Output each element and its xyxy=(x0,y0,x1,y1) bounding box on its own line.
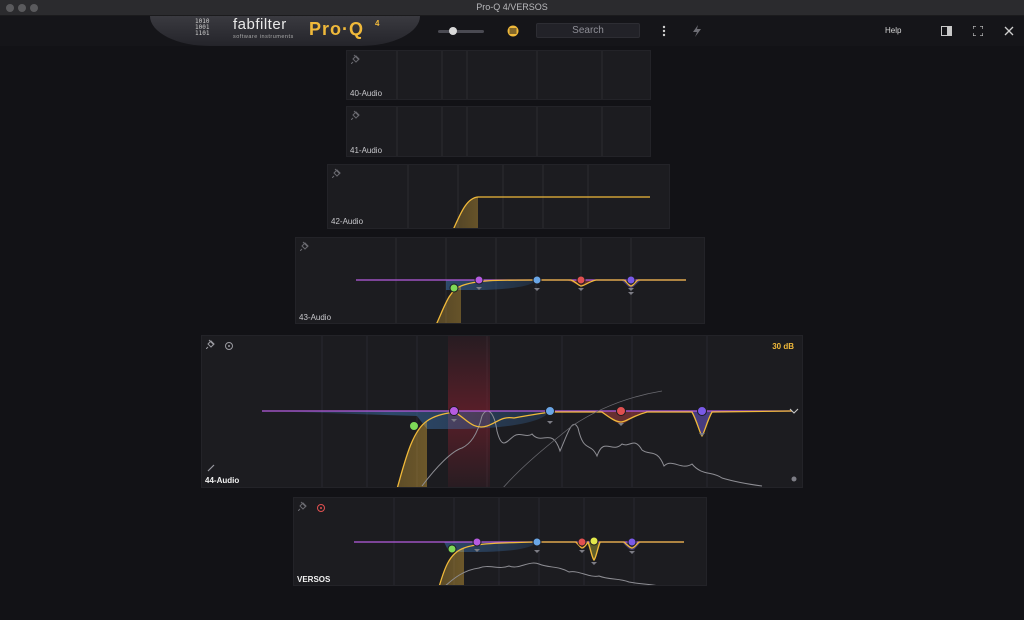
zoom-window-icon[interactable] xyxy=(30,4,38,12)
pin-icon[interactable] xyxy=(351,110,361,120)
eq-curve-display xyxy=(207,336,799,487)
title-bar: Pro-Q 4/VERSOS xyxy=(0,0,1024,16)
eq-panel-versos[interactable]: VERSOS xyxy=(293,497,707,586)
eq-panel-43[interactable]: 43-Audio xyxy=(295,237,705,324)
search-field[interactable]: Search xyxy=(536,23,640,38)
track-label: 40-Audio xyxy=(350,89,383,98)
eq-curve-display xyxy=(407,165,650,228)
help-button[interactable]: Help xyxy=(885,26,902,35)
output-slider-knob[interactable] xyxy=(449,27,457,35)
chevron-down-icon xyxy=(789,408,799,414)
track-label: 41-Audio xyxy=(350,146,383,155)
close-window-icon[interactable] xyxy=(6,4,14,12)
product-name[interactable]: Pro·Q xyxy=(309,19,365,39)
fullscreen-icon[interactable] xyxy=(973,26,983,36)
spectrum-grid xyxy=(396,51,603,99)
brand-bits-logo: 1010 1001 1101 xyxy=(195,18,210,37)
display-range-label[interactable]: 30 dB xyxy=(772,342,794,351)
compare-icon[interactable] xyxy=(224,341,234,351)
brand-subtitle: software instruments xyxy=(233,34,294,40)
track-label: 42-Audio xyxy=(331,217,364,226)
eq-panel-41[interactable]: 41-Audio xyxy=(346,106,651,157)
eq-panel-44[interactable]: 30 dB 44-Audio xyxy=(201,335,803,488)
output-slider-track[interactable] xyxy=(438,30,484,33)
spectrum-grid xyxy=(396,107,603,156)
track-label: 43-Audio xyxy=(299,313,332,322)
compare-icon[interactable] xyxy=(316,503,326,513)
pin-icon[interactable] xyxy=(332,168,342,178)
scroll-knob-icon xyxy=(791,476,797,482)
menu-circle-icon[interactable] xyxy=(507,25,519,37)
lightning-icon[interactable] xyxy=(692,25,702,37)
pin-icon[interactable] xyxy=(206,339,216,349)
edit-icon xyxy=(207,464,215,472)
minimize-window-icon[interactable] xyxy=(18,4,26,12)
eq-panel-42[interactable]: 42-Audio xyxy=(327,164,670,229)
eq-panel-40[interactable]: 40-Audio xyxy=(346,50,651,100)
sidebar-icon[interactable] xyxy=(941,26,952,36)
close-icon[interactable] xyxy=(1004,26,1014,36)
more-vertical-icon[interactable] xyxy=(661,25,667,37)
product-version: 4 xyxy=(375,19,380,28)
eq-curve-display xyxy=(354,498,684,585)
pin-icon[interactable] xyxy=(298,501,308,511)
eq-curve-display xyxy=(356,238,686,323)
window-title: Pro-Q 4/VERSOS xyxy=(476,2,548,12)
track-label: 44-Audio xyxy=(205,476,240,485)
logo-badge xyxy=(150,16,420,46)
pin-icon[interactable] xyxy=(300,241,310,251)
pin-icon[interactable] xyxy=(351,54,361,64)
track-label: VERSOS xyxy=(297,575,331,584)
brand-name: fabfilter xyxy=(233,16,287,33)
